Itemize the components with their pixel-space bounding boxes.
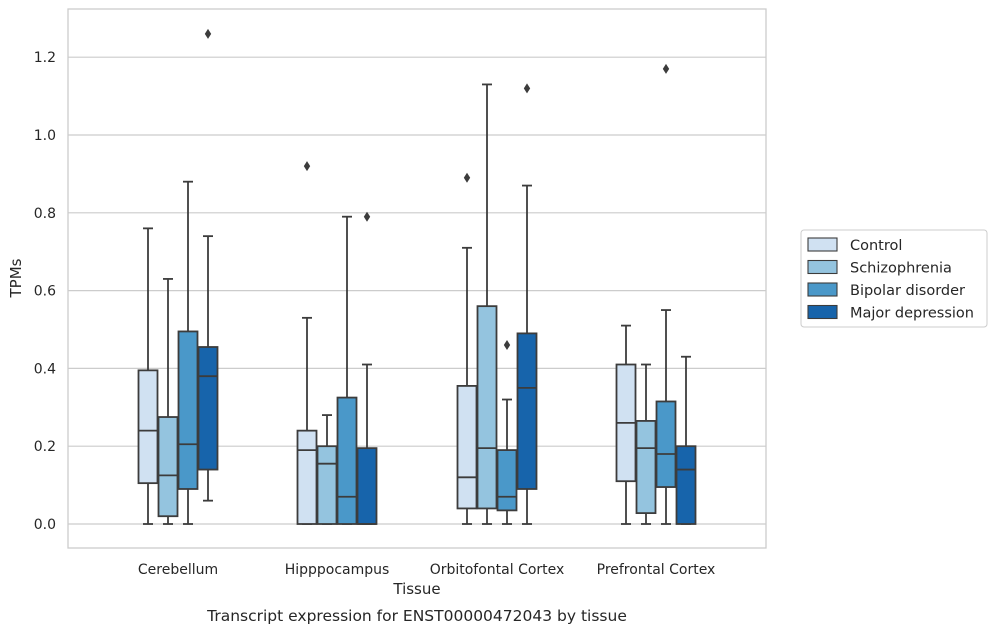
legend-label: Major depression	[850, 306, 974, 322]
legend-frame	[800, 229, 988, 328]
outlier-marker	[303, 161, 311, 172]
box-schizophrenia	[316, 414, 338, 525]
box-control	[137, 227, 159, 525]
box-schizophrenia	[635, 363, 657, 525]
box-control	[456, 172, 478, 525]
iqr-box	[356, 447, 378, 525]
legend-swatch	[807, 259, 838, 275]
outlier-marker	[662, 63, 670, 74]
y-tick-label: 0.4	[34, 361, 56, 377]
figure-caption: Transcript expression for ENST0000047204…	[206, 607, 627, 625]
iqr-box	[316, 445, 338, 525]
iqr-box	[476, 305, 498, 510]
iqr-box	[655, 400, 677, 488]
iqr-box	[177, 330, 199, 490]
box-major-depression	[675, 355, 697, 525]
iqr-box	[516, 332, 538, 490]
x-axis-label: Tissue	[392, 580, 440, 598]
x-tick-label: Orbitofontal Cortex	[430, 562, 565, 578]
legend-label: Bipolar disorder	[850, 283, 965, 299]
box-major-depression	[356, 211, 378, 525]
legend-label: Control	[850, 238, 902, 254]
box-bipolar-disorder	[496, 340, 518, 525]
box-major-depression	[197, 28, 219, 502]
box-groups	[137, 28, 697, 525]
plot-area-frame	[67, 8, 767, 549]
y-axis-label: TPMs	[7, 258, 25, 298]
box-control	[296, 161, 318, 525]
y-tick-label: 0.8	[34, 206, 56, 222]
legend: Control Schizophrenia Bipolar disorder Majo…	[800, 229, 988, 328]
y-axis-ticks: 0.0 0.2 0.4 0.6 0.8 1.0 1.2	[34, 50, 56, 533]
outlier-marker	[523, 83, 531, 94]
box-bipolar-disorder	[336, 215, 358, 525]
iqr-box	[197, 346, 219, 471]
legend-swatch	[807, 282, 838, 297]
iqr-box	[157, 416, 179, 518]
outlier-marker	[363, 211, 371, 222]
x-tick-label: Prefrontal Cortex	[597, 562, 716, 578]
y-tick-label: 0.0	[34, 517, 56, 533]
box-control	[615, 324, 637, 525]
y-tick-label: 1.0	[34, 128, 56, 144]
outlier-marker	[204, 28, 212, 39]
box-bipolar-disorder	[655, 63, 677, 525]
legend-swatch	[807, 237, 838, 252]
iqr-box	[675, 445, 697, 525]
box-bipolar-disorder	[177, 180, 199, 525]
iqr-box	[635, 420, 657, 515]
iqr-box	[137, 369, 159, 485]
outlier-marker	[503, 340, 511, 351]
x-tick-label: Cerebellum	[138, 562, 218, 578]
y-tick-label: 0.2	[34, 439, 56, 455]
iqr-box	[456, 385, 478, 510]
x-axis-ticks: Cerebellum Hipppocampus Orbitofontal Corte…	[138, 562, 715, 578]
y-tick-label: 1.2	[34, 50, 56, 66]
iqr-box	[496, 449, 518, 512]
box-schizophrenia	[157, 278, 179, 525]
legend-swatch	[807, 304, 838, 320]
outlier-marker	[463, 172, 471, 183]
iqr-box	[296, 429, 318, 525]
legend-label: Schizophrenia	[850, 261, 952, 277]
iqr-box	[336, 396, 358, 525]
box-schizophrenia	[476, 83, 498, 525]
y-tick-label: 0.6	[34, 284, 56, 300]
x-tick-label: Hipppocampus	[285, 562, 390, 578]
box-major-depression	[516, 83, 538, 525]
